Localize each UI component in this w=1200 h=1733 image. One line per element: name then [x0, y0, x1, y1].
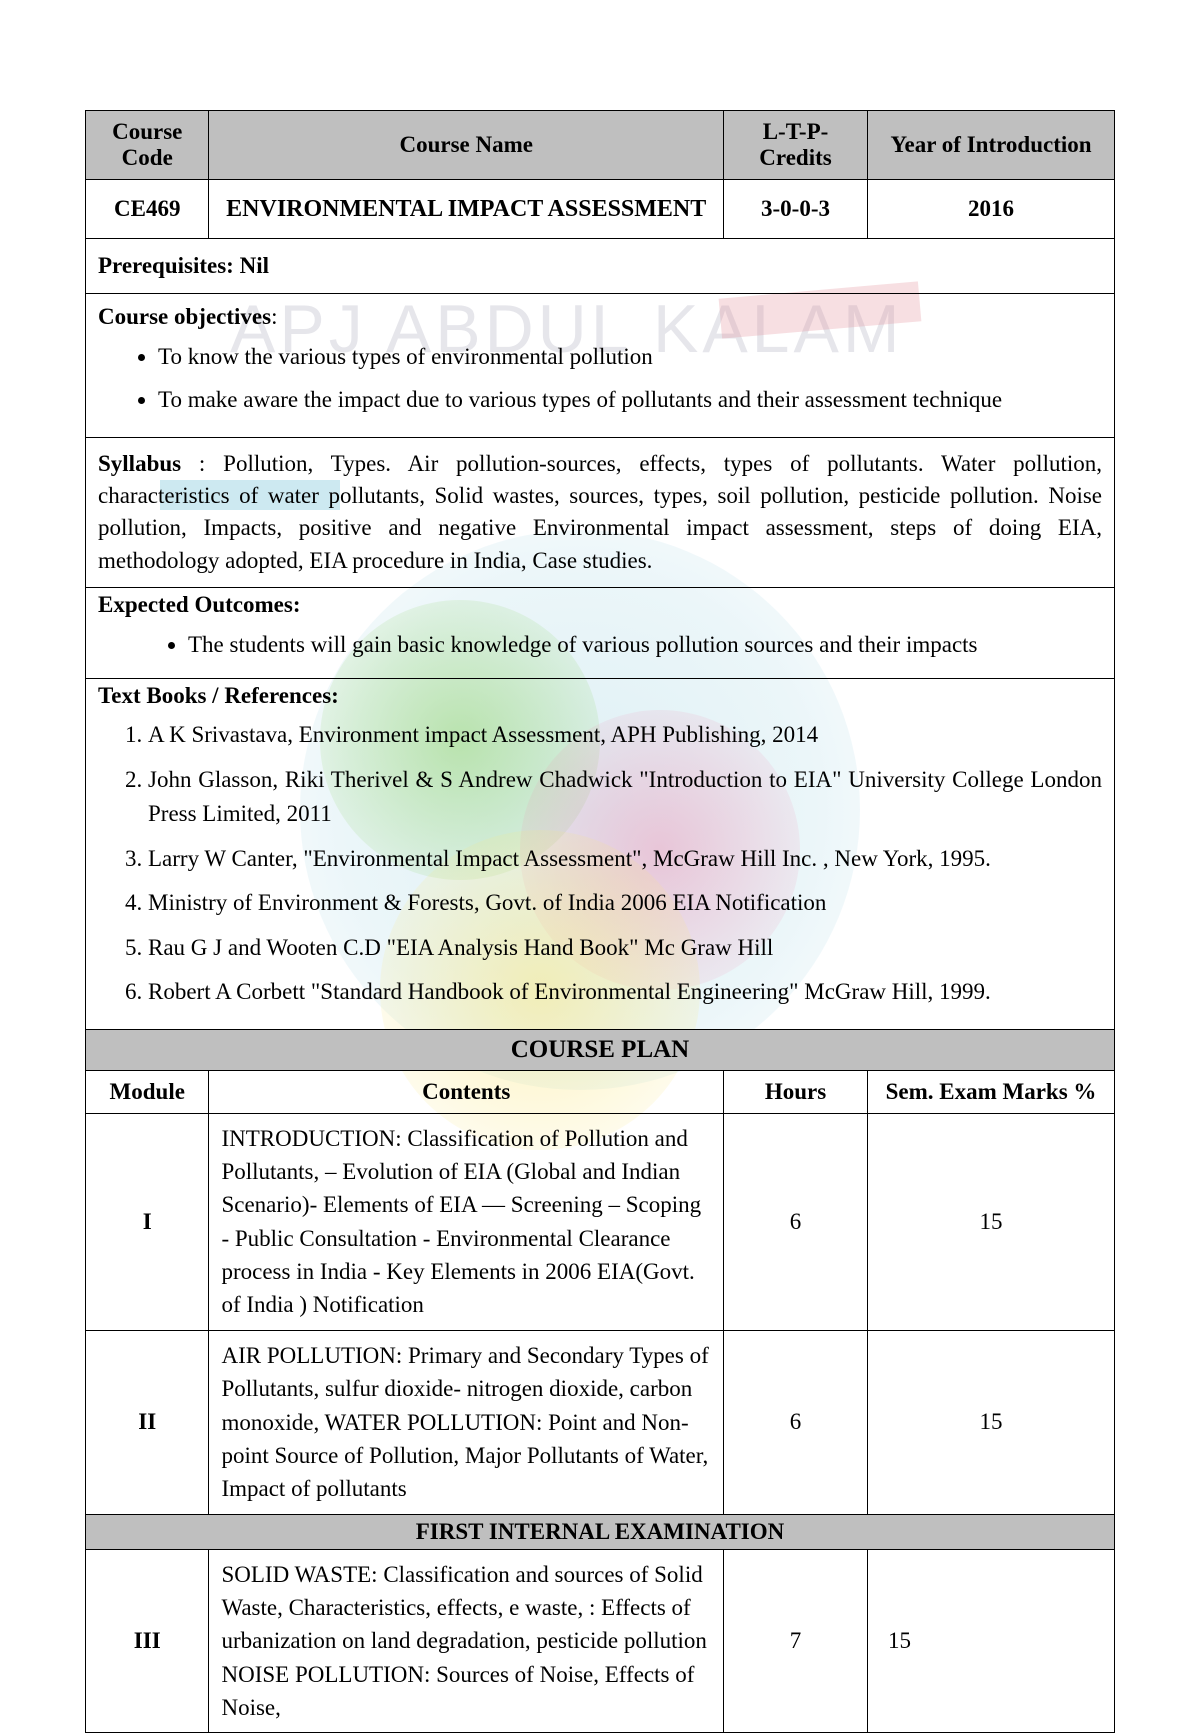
- module-hours: 7: [723, 1549, 867, 1733]
- objective-item: To know the various types of environment…: [158, 336, 1102, 379]
- textbook-item: Rau G J and Wooten C.D "EIA Analysis Han…: [148, 926, 1102, 971]
- outcomes-cell: Expected Outcomes: The students will gai…: [86, 587, 1115, 679]
- hdr-ltp: L-T-P-Credits: [723, 111, 867, 180]
- syllabus-row: Syllabus : Pollution, Types. Air polluti…: [86, 438, 1115, 588]
- syllabus-cell: Syllabus : Pollution, Types. Air polluti…: [86, 438, 1115, 588]
- syllabus-label: Syllabus: [98, 451, 181, 476]
- plan-col-module: Module: [86, 1070, 209, 1113]
- hdr-course-code: Course Code: [86, 111, 209, 180]
- module-marks: 15: [868, 1113, 1115, 1330]
- course-ltp: 3-0-0-3: [723, 180, 867, 239]
- course-year: 2016: [868, 180, 1115, 239]
- module-num: I: [86, 1113, 209, 1330]
- plan-title: COURSE PLAN: [86, 1029, 1115, 1070]
- module-content: INTRODUCTION: Classification of Pollutio…: [209, 1113, 724, 1330]
- outcomes-title: Expected Outcomes:: [98, 592, 1102, 618]
- course-name: ENVIRONMENTAL IMPACT ASSESSMENT: [209, 180, 724, 239]
- outcomes-list: The students will gain basic knowledge o…: [98, 624, 1102, 667]
- objectives-row: Course objectives: To know the various t…: [86, 294, 1115, 438]
- textbook-item: A K Srivastava, Environment impact Asses…: [148, 713, 1102, 758]
- plan-col-hours: Hours: [723, 1070, 867, 1113]
- objectives-list: To know the various types of environment…: [98, 336, 1102, 421]
- module-content: SOLID WASTE: Classification and sources …: [209, 1549, 724, 1733]
- prereq-row: Prerequisites: Nil: [86, 239, 1115, 294]
- colon: :: [271, 304, 277, 329]
- plan-header-row: Module Contents Hours Sem. Exam Marks %: [86, 1070, 1115, 1113]
- module-marks: 15: [868, 1330, 1115, 1514]
- textbooks-list: A K Srivastava, Environment impact Asses…: [98, 713, 1102, 1015]
- objectives-title: Course objectives: [98, 304, 271, 329]
- hdr-year: Year of Introduction: [868, 111, 1115, 180]
- module-row: II AIR POLLUTION: Primary and Secondary …: [86, 1330, 1115, 1514]
- internal-exam: FIRST INTERNAL EXAMINATION: [86, 1514, 1115, 1549]
- header-row: Course Code Course Name L-T-P-Credits Ye…: [86, 111, 1115, 180]
- outcome-item: The students will gain basic knowledge o…: [188, 624, 1102, 667]
- textbook-item: Larry W Canter, "Environmental Impact As…: [148, 837, 1102, 882]
- module-row: III SOLID WASTE: Classification and sour…: [86, 1549, 1115, 1733]
- textbooks-title: Text Books / References:: [98, 683, 1102, 709]
- plan-title-row: COURSE PLAN: [86, 1029, 1115, 1070]
- course-code: CE469: [86, 180, 209, 239]
- internal-exam-row: FIRST INTERNAL EXAMINATION: [86, 1514, 1115, 1549]
- plan-col-marks: Sem. Exam Marks %: [868, 1070, 1115, 1113]
- textbooks-cell: Text Books / References: A K Srivastava,…: [86, 679, 1115, 1030]
- module-content: AIR POLLUTION: Primary and Secondary Typ…: [209, 1330, 724, 1514]
- module-marks: 15: [868, 1549, 1115, 1733]
- textbook-item: Ministry of Environment & Forests, Govt.…: [148, 881, 1102, 926]
- module-num: III: [86, 1549, 209, 1733]
- outcomes-row: Expected Outcomes: The students will gai…: [86, 587, 1115, 679]
- module-num: II: [86, 1330, 209, 1514]
- syllabus-text: : Pollution, Types. Air pollution-source…: [98, 451, 1102, 573]
- textbook-item: John Glasson, Riki Therivel & S Andrew C…: [148, 758, 1102, 837]
- course-row: CE469 ENVIRONMENTAL IMPACT ASSESSMENT 3-…: [86, 180, 1115, 239]
- textbook-item: Robert A Corbett "Standard Handbook of E…: [148, 970, 1102, 1015]
- prerequisites: Prerequisites: Nil: [86, 239, 1115, 294]
- plan-col-contents: Contents: [209, 1070, 724, 1113]
- objectives-cell: Course objectives: To know the various t…: [86, 294, 1115, 438]
- objective-item: To make aware the impact due to various …: [158, 379, 1102, 422]
- module-row: I INTRODUCTION: Classification of Pollut…: [86, 1113, 1115, 1330]
- hdr-course-name: Course Name: [209, 111, 724, 180]
- module-hours: 6: [723, 1113, 867, 1330]
- module-hours: 6: [723, 1330, 867, 1514]
- textbooks-row: Text Books / References: A K Srivastava,…: [86, 679, 1115, 1030]
- document-content: Course Code Course Name L-T-P-Credits Ye…: [85, 110, 1115, 1733]
- course-table: Course Code Course Name L-T-P-Credits Ye…: [85, 110, 1115, 1733]
